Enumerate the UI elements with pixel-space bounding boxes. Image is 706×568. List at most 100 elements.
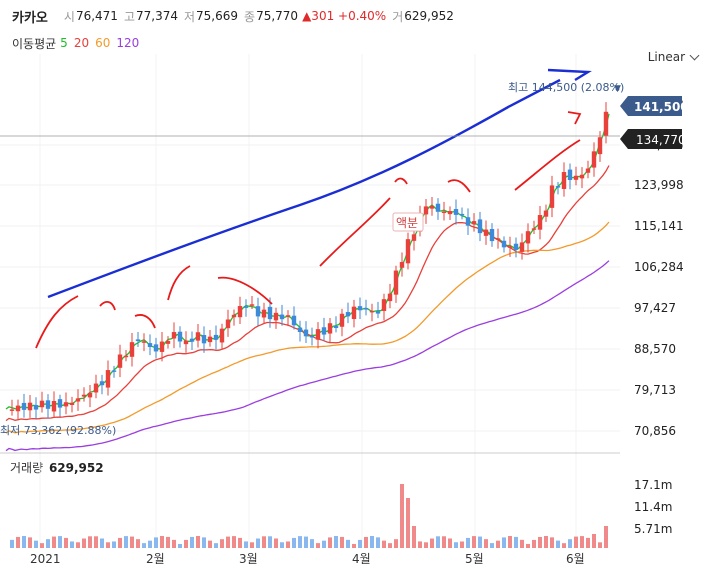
volume-bar [148,540,152,548]
candle-body [573,175,579,180]
candle-body [93,383,99,393]
volume-bar [490,543,494,548]
ma120-label: 120 [116,36,140,50]
candle-body [33,405,39,410]
open-label: 시 [63,9,75,24]
volume-bar [292,537,296,548]
volume-bar [370,536,374,548]
ma20-label: 20 [73,36,90,50]
volume-bar [64,537,68,548]
candle-body [423,206,429,215]
candle-body [507,246,513,248]
volume-bar [334,536,338,548]
volume-panel-label: 거래량 629,952 [0,459,104,476]
candles [9,102,609,421]
candle-body [105,370,111,388]
volume-bars [10,484,608,548]
candle-body [153,344,159,352]
volume-bar [100,538,104,548]
candle-body [375,311,381,314]
volume-bar [574,536,578,548]
candle-body [501,240,507,248]
volume-bar [388,543,392,548]
time-tick-label: 5월 [465,552,484,566]
volume-bar [364,536,368,548]
candle-body [267,306,273,320]
candle-body [351,306,357,320]
volume-bar [376,537,380,548]
candle-body [291,315,297,326]
volume-tick-label: 11.4m [634,500,672,514]
candle-body [309,336,315,338]
volume-bar [502,537,506,548]
candle-body [519,242,525,252]
candle-body [195,332,201,341]
candle-body [87,392,93,398]
candle-body [231,314,237,318]
hand-annotation [514,139,581,191]
stock-name: 카카오 [12,10,48,26]
volume-bar [250,542,254,548]
volume-bar [10,539,14,548]
volume-panel-value: 629,952 [48,461,104,475]
volume-bar [418,541,422,548]
candle-body [555,186,561,188]
candle-body [477,219,483,234]
scale-mode-dropdown[interactable]: Linear [647,50,700,64]
volume-bar [310,539,314,548]
volume-bar [568,539,572,548]
candle-body [303,329,309,337]
volume-bar [562,543,566,548]
volume-bar [94,536,98,548]
candle-body [45,400,51,409]
scale-mode-label: Linear [647,50,685,64]
candle-body [147,343,153,348]
hand-annotation [217,276,273,305]
moving-average-lines [5,113,610,452]
volume-bar [526,543,530,548]
volume-bar [472,536,476,548]
volume-bar [52,536,56,548]
candle-body [285,315,291,317]
candle-body [279,314,285,320]
open-value: 76,471 [75,9,118,23]
min-price-marker: 최저 73,362 (92.88%) [0,424,116,437]
crosshair-price-badge: 134,770 [620,129,686,149]
candle-body [459,213,465,216]
volume-bar [142,543,146,548]
candle-body [537,215,543,230]
hand-arrow-blue [547,68,592,82]
volume-bar [448,538,452,548]
volume-bar [106,542,110,548]
volume-bar [112,541,116,548]
candle-body [177,331,183,342]
ma60-label: 60 [95,36,111,50]
volume-bar [424,542,428,548]
volume-bar [214,543,218,548]
volume-value: 629,952 [404,9,454,23]
candle-body [603,111,609,136]
candle-body [417,213,423,232]
candle-body [213,334,219,340]
volume-bar [232,536,236,548]
volume-bar [400,484,404,548]
volume-bar [58,536,62,548]
volume-bar [604,526,608,548]
time-tick-label: 3월 [239,552,258,566]
volume-bar [268,536,272,548]
ma60-line [5,221,610,434]
time-tick-label: 4월 [352,552,371,566]
volume-bar [496,540,500,548]
volume-bar [256,538,260,548]
moving-average-legend[interactable]: 이동평균 5 20 60 120 [0,32,145,54]
hand-annotation [134,314,156,329]
candle-body [63,402,69,407]
price-tick-label: 88,570 [634,342,676,356]
time-tick-label: 6월 [566,552,585,566]
volume-bar [346,539,350,548]
candle-body [561,172,567,189]
high-label: 고 [123,9,135,24]
volume-bar [118,537,122,548]
candle-body [333,326,339,329]
